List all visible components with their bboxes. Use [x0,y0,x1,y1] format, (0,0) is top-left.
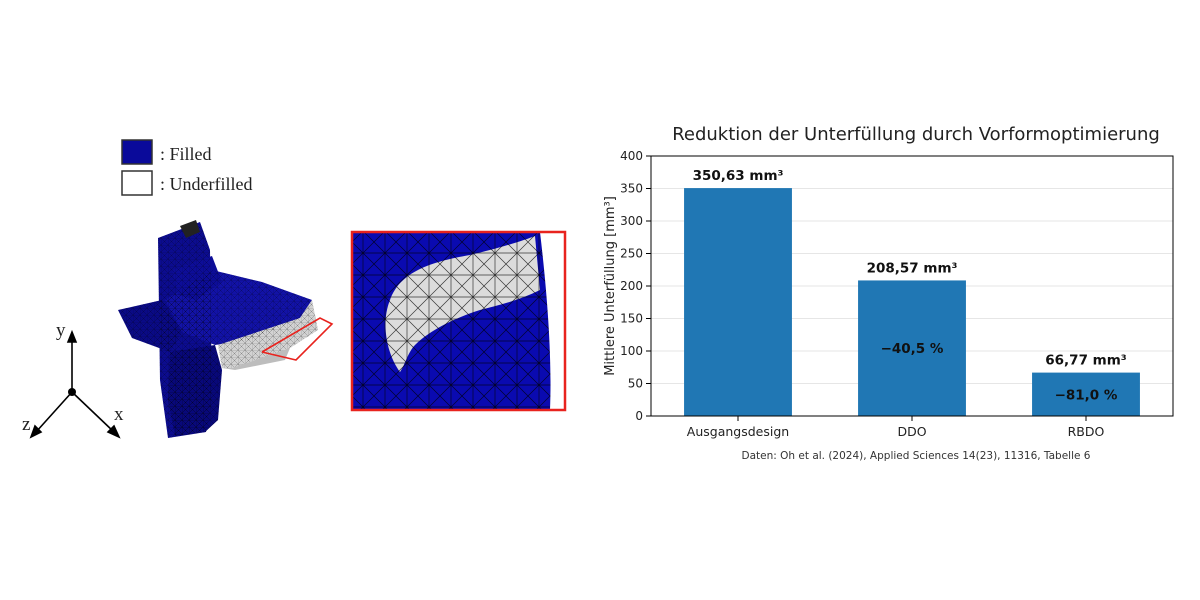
fem-illustration: : Filled : Underfilled [22,139,567,439]
forged-part-model [118,220,318,438]
legend: : Filled : Underfilled [121,139,252,196]
y-tick-label: 250 [620,247,643,261]
triad-origin [68,388,76,396]
bar-ausgangsdesign [684,188,792,416]
y-tick-label: 150 [620,312,643,326]
bar-labels: 350,63 mm³ 208,57 mm³ −40,5 % 66,77 mm³ −81,… [693,168,1127,403]
y-axis-label: Mittlere Unterfüllung [mm³] [603,196,618,376]
y-tick-label: 400 [620,149,643,163]
reduction-label: −81,0 % [1055,387,1118,403]
bar-rbdo [1032,372,1140,416]
x-axis-ticks: Ausgangsdesign DDO RBDO [687,416,1105,439]
y-tick-label: 350 [620,182,643,196]
zoom-detail [350,230,567,412]
legend-underfilled-swatch [121,170,153,196]
y-tick-label: 50 [628,377,643,391]
y-tick-label: 200 [620,279,643,293]
zoom-pointer [261,317,334,361]
bar-ddo [858,280,966,416]
bars [684,188,1140,416]
source-note: Daten: Oh et al. (2024), Applied Science… [742,450,1091,462]
zoom-frame [350,230,567,412]
value-label: 350,63 mm³ [693,168,784,184]
legend-filled-label: : Filled [160,144,212,164]
axis-y-label: y [56,320,66,341]
plot-frame [650,155,1174,417]
legend-filled-swatch [121,139,153,165]
reduction-label: −40,5 % [881,341,944,357]
legend-underfilled-label: : Underfilled [160,174,252,194]
x-tick-label: Ausgangsdesign [687,424,789,439]
y-axis-ticks: 0 50 100 150 200 250 300 350 400 [620,149,651,423]
coordinate-triad [29,329,121,439]
chart-title: Reduktion der Unterfüllung durch Vorform… [672,124,1160,145]
axis-z-label: z [22,414,30,435]
underfill-bar-chart: Reduktion der Unterfüllung durch Vorform… [603,124,1174,462]
y-tick-label: 300 [620,214,643,228]
y-tick-label: 0 [635,409,643,423]
axis-x-label: x [114,404,124,425]
x-tick-label: RBDO [1068,424,1105,439]
x-tick-label: DDO [897,424,926,439]
value-label: 208,57 mm³ [867,260,958,276]
y-tick-label: 100 [620,344,643,358]
value-label: 66,77 mm³ [1045,353,1127,369]
